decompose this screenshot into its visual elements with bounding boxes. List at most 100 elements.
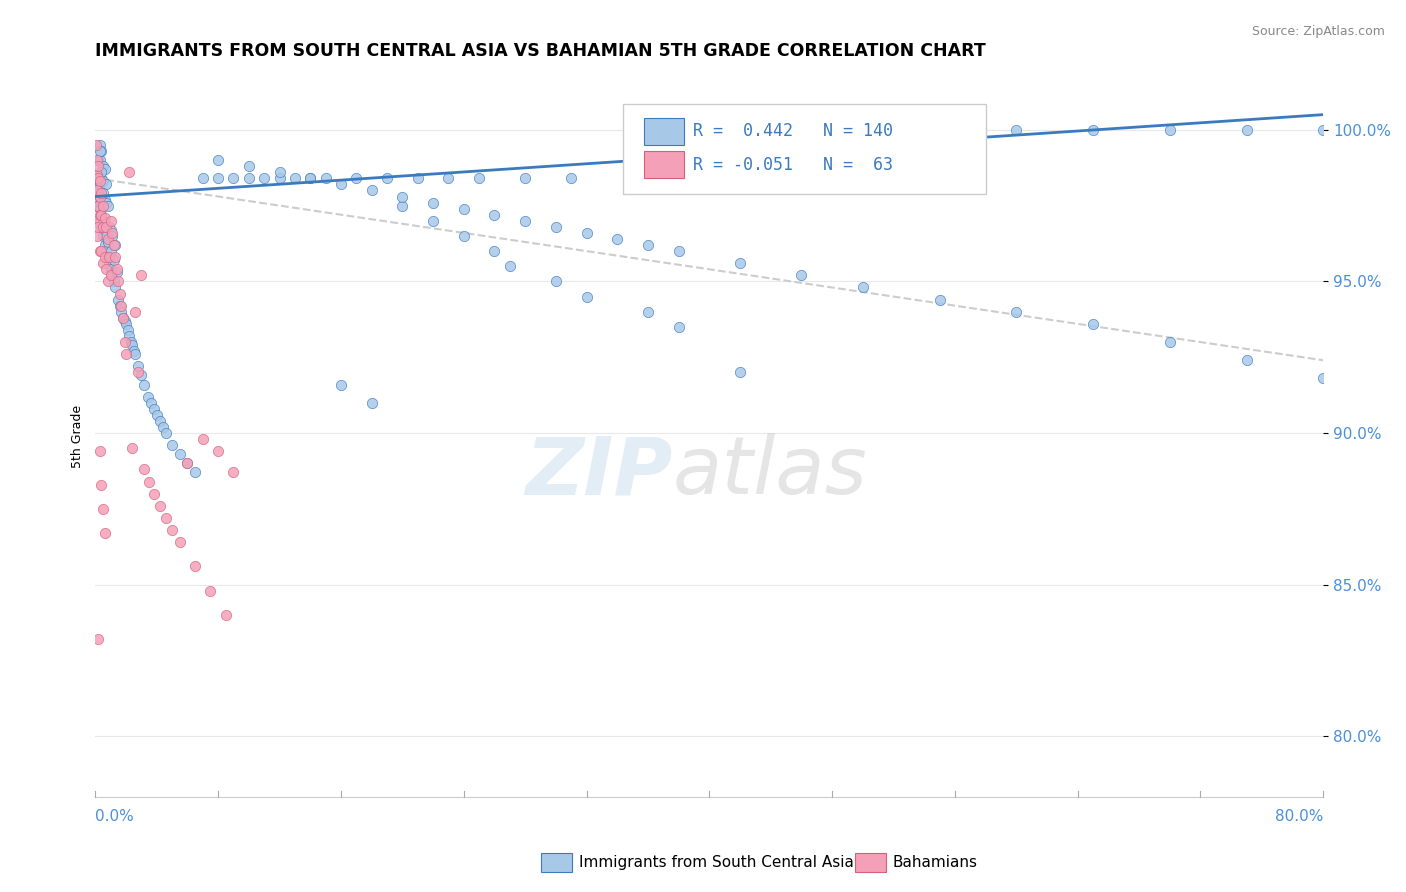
Point <box>86 178 108 192</box>
Point <box>91 198 114 212</box>
Point <box>253 171 276 186</box>
Point <box>184 559 207 574</box>
Point <box>86 189 108 203</box>
Point <box>115 317 138 331</box>
Point <box>90 208 112 222</box>
Point <box>100 213 122 227</box>
Point <box>91 186 114 201</box>
Text: 0.0%: 0.0% <box>96 809 134 824</box>
Point <box>100 244 122 258</box>
Point <box>1081 123 1104 137</box>
Point <box>176 456 198 470</box>
Point <box>87 171 110 186</box>
Point <box>91 159 114 173</box>
Point <box>105 265 128 279</box>
Point <box>499 259 522 273</box>
Point <box>269 165 291 179</box>
Text: ZIP: ZIP <box>524 434 672 511</box>
Point <box>269 171 291 186</box>
Point <box>1312 123 1334 137</box>
Point <box>169 447 191 461</box>
Point <box>207 153 229 168</box>
Point <box>375 171 398 186</box>
Point <box>90 165 112 179</box>
Point <box>89 202 111 216</box>
Point <box>775 171 797 186</box>
Point <box>575 226 598 240</box>
Point <box>86 228 108 243</box>
Point <box>90 477 112 491</box>
Point <box>360 183 382 197</box>
Point <box>215 607 238 622</box>
Point <box>117 323 139 337</box>
Point <box>122 344 145 359</box>
Point <box>90 186 112 201</box>
Point <box>191 171 214 186</box>
Point <box>437 171 460 186</box>
Point <box>91 213 114 227</box>
Point <box>86 153 108 168</box>
Point <box>110 299 132 313</box>
Point <box>100 268 122 283</box>
Point <box>145 408 167 422</box>
Point <box>1159 123 1181 137</box>
Point <box>222 466 245 480</box>
Point <box>90 244 112 258</box>
Point <box>86 213 108 227</box>
Point <box>89 244 111 258</box>
Point <box>329 377 352 392</box>
Point <box>87 183 110 197</box>
Point <box>87 171 110 186</box>
Point <box>91 219 114 234</box>
Point <box>422 213 444 227</box>
Point <box>1236 123 1258 137</box>
Point <box>114 334 136 349</box>
Point <box>90 171 112 186</box>
Point <box>84 138 107 153</box>
Point <box>97 198 120 212</box>
Point <box>94 244 117 258</box>
Point <box>391 189 413 203</box>
Point <box>97 274 120 288</box>
Point <box>110 304 132 318</box>
Point <box>94 178 117 192</box>
Point <box>160 438 183 452</box>
Point <box>299 171 322 186</box>
Point <box>127 359 149 374</box>
Point <box>513 213 536 227</box>
Point <box>91 256 114 270</box>
Point <box>120 334 142 349</box>
Point <box>315 171 337 186</box>
Point <box>728 256 751 270</box>
Point <box>89 178 111 192</box>
Point <box>90 195 112 210</box>
Point <box>1005 304 1028 318</box>
Point <box>93 211 115 225</box>
Point <box>637 304 659 318</box>
Point <box>121 441 143 455</box>
Point <box>406 171 429 186</box>
Point <box>89 174 111 188</box>
Point <box>621 171 644 186</box>
Point <box>87 198 110 212</box>
Point <box>86 183 108 197</box>
Point <box>89 153 111 168</box>
Point <box>100 262 122 277</box>
Point <box>94 262 117 277</box>
Point <box>87 219 110 234</box>
Point <box>87 632 110 647</box>
Point <box>107 274 129 288</box>
Point <box>97 250 120 264</box>
Point <box>131 268 153 283</box>
Point <box>89 189 111 203</box>
Point <box>118 329 141 343</box>
Point <box>391 198 413 212</box>
Point <box>138 475 160 489</box>
Point <box>108 286 131 301</box>
Point <box>89 208 111 222</box>
Point <box>606 232 628 246</box>
Point <box>94 219 117 234</box>
Point <box>103 253 125 268</box>
Point <box>91 228 114 243</box>
Point <box>127 365 149 379</box>
